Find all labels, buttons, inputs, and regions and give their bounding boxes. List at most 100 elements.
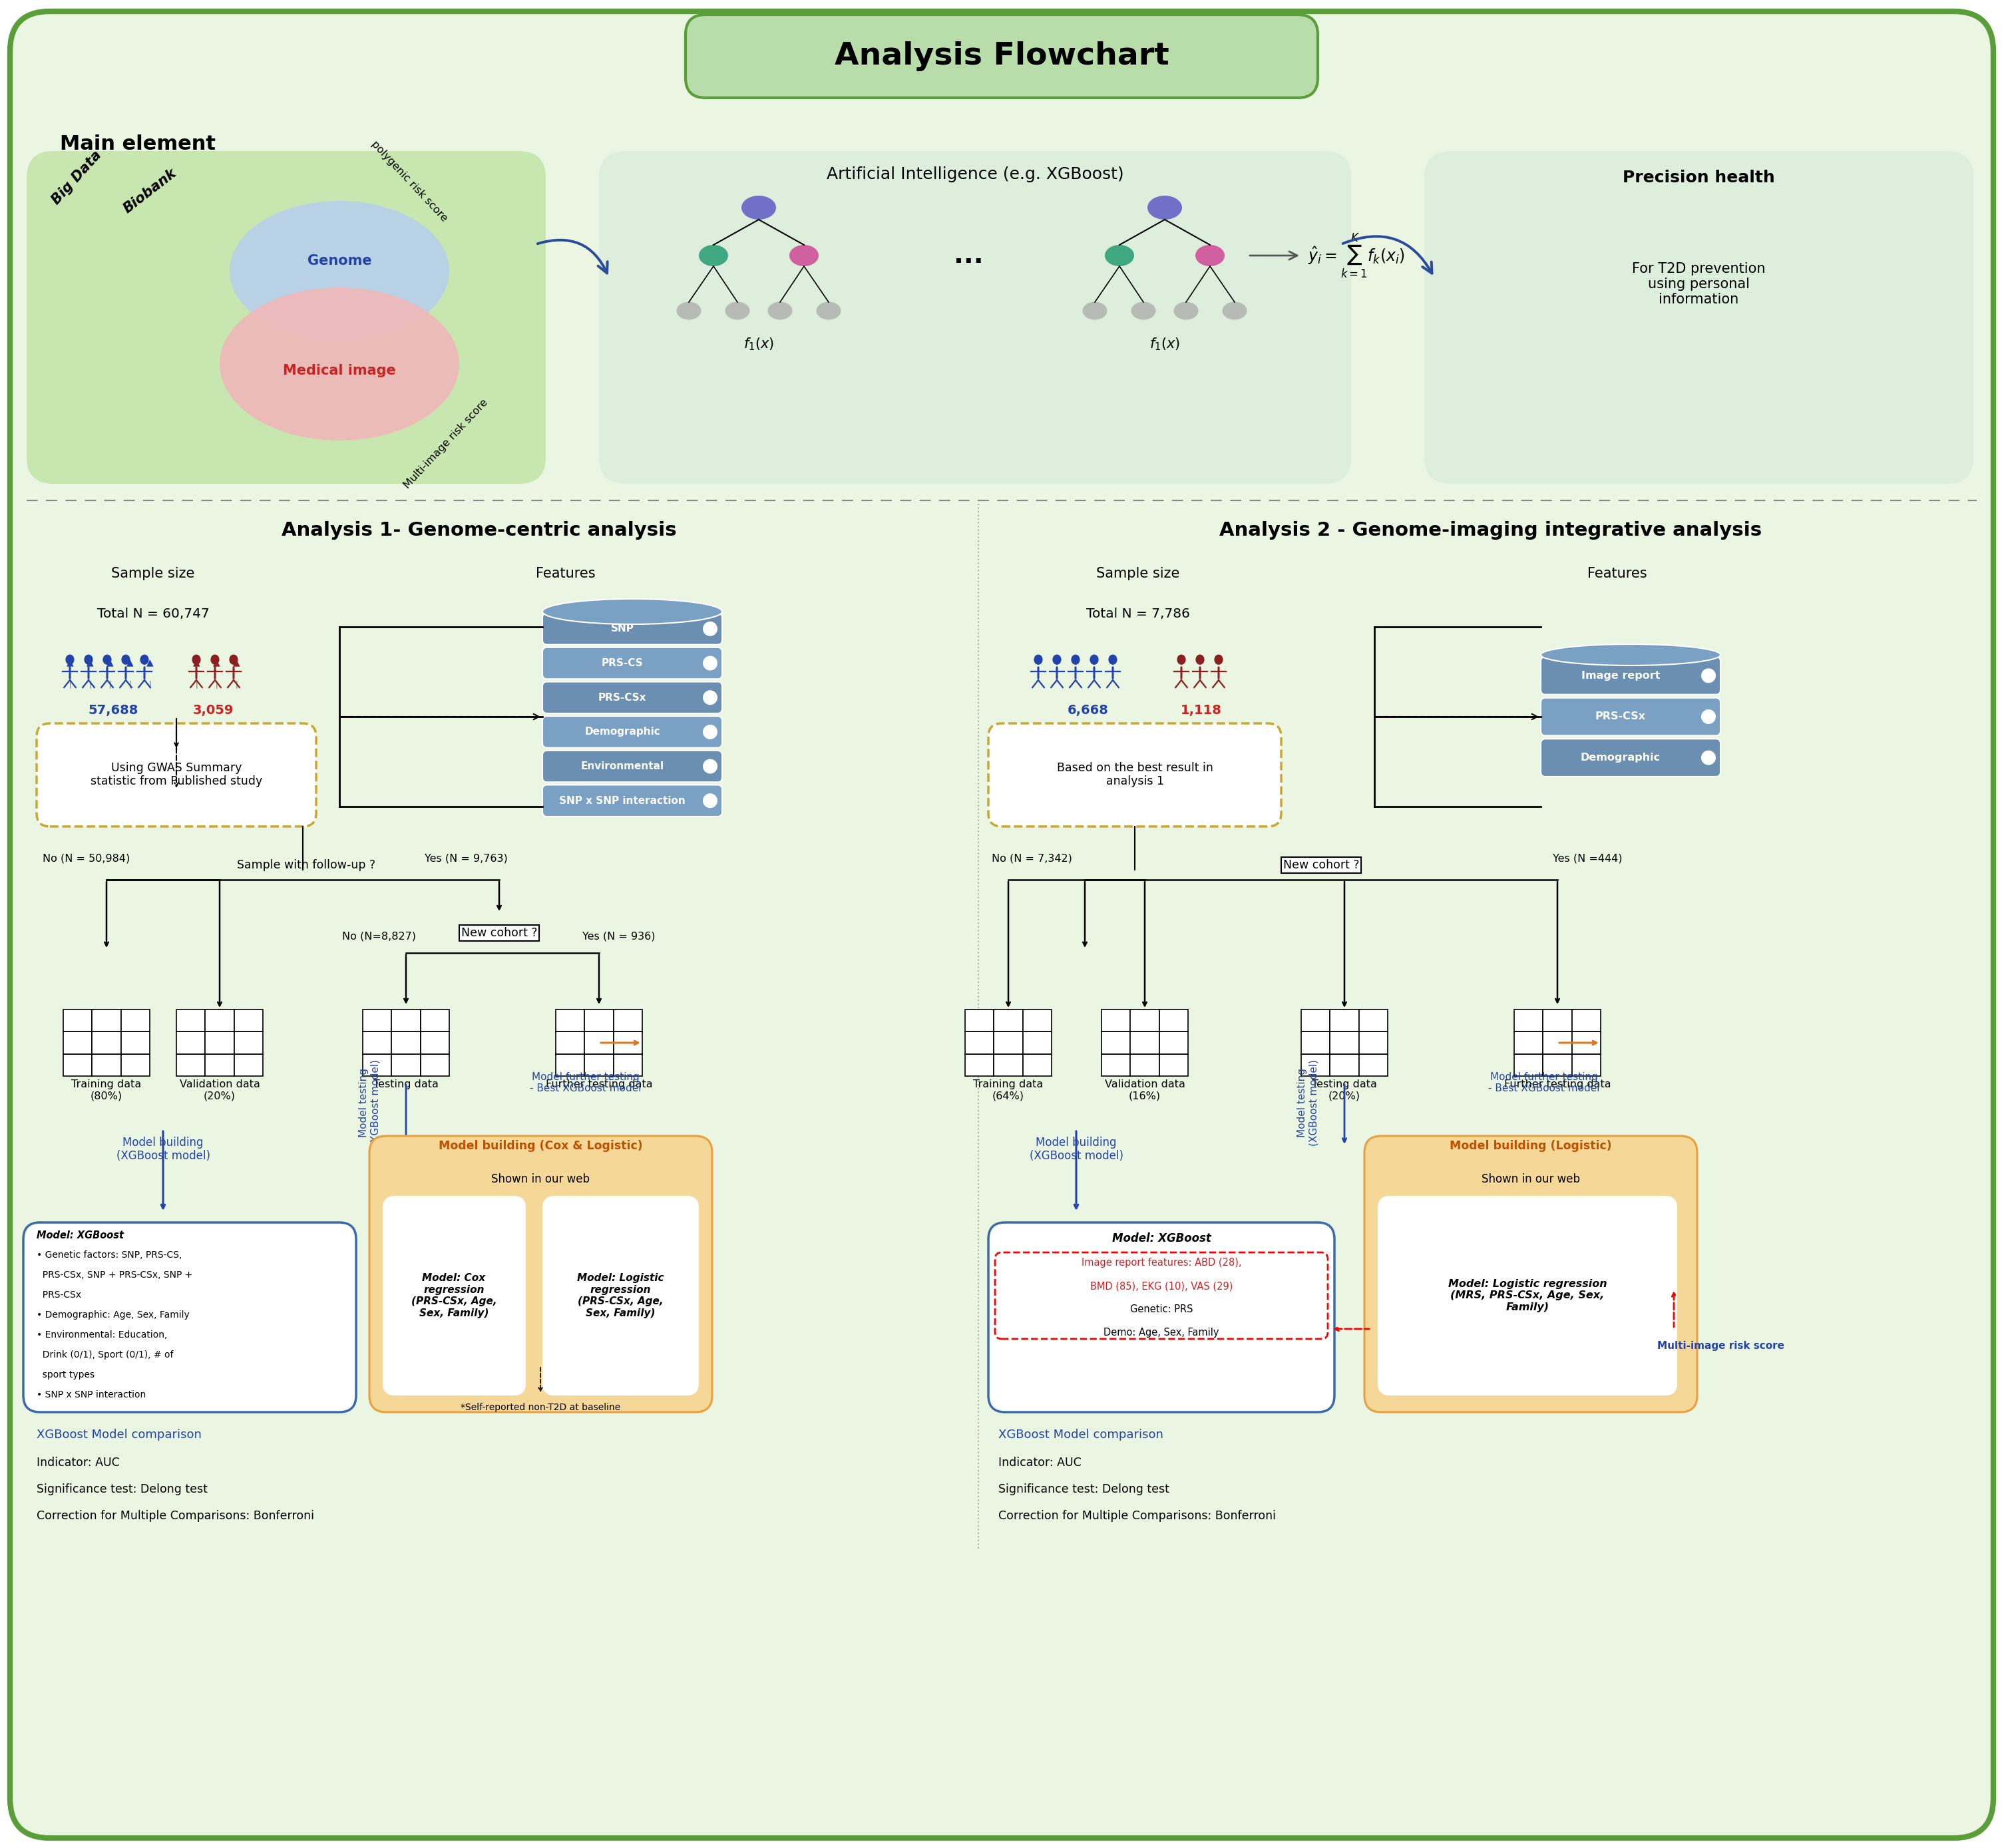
Text: Features: Features bbox=[1587, 567, 1647, 580]
Bar bbox=[1359, 1053, 1387, 1076]
Bar bbox=[64, 1053, 92, 1076]
Text: PRS-CS: PRS-CS bbox=[601, 658, 643, 669]
Text: │: │ bbox=[214, 680, 218, 687]
Text: Model: XGBoost: Model: XGBoost bbox=[36, 1231, 124, 1240]
Text: Further testing data: Further testing data bbox=[1503, 1079, 1611, 1088]
Text: ▲: ▲ bbox=[146, 658, 152, 667]
Text: ▲: ▲ bbox=[106, 658, 114, 667]
Ellipse shape bbox=[140, 654, 148, 665]
Text: Biobank: Biobank bbox=[120, 166, 178, 216]
FancyArrowPatch shape bbox=[1377, 713, 1537, 719]
Ellipse shape bbox=[1072, 654, 1080, 665]
Text: Drink (0/1), Sport (0/1), # of: Drink (0/1), Sport (0/1), # of bbox=[36, 1351, 174, 1360]
Bar bbox=[234, 1009, 263, 1031]
Text: ▲: ▲ bbox=[192, 658, 200, 667]
Text: Demo: Age, Sex, Family: Demo: Age, Sex, Family bbox=[1104, 1327, 1218, 1338]
Text: ▲: ▲ bbox=[86, 658, 94, 667]
Text: Total N = 7,786: Total N = 7,786 bbox=[1086, 608, 1190, 619]
Text: Training data
(64%): Training data (64%) bbox=[974, 1079, 1044, 1101]
FancyBboxPatch shape bbox=[543, 647, 721, 678]
Bar bbox=[1301, 1053, 1331, 1076]
Text: Sample size: Sample size bbox=[1096, 567, 1180, 580]
Bar bbox=[92, 1053, 120, 1076]
Text: 1,118: 1,118 bbox=[1180, 704, 1222, 717]
Text: Correction for Multiple Comparisons: Bonferroni: Correction for Multiple Comparisons: Bon… bbox=[36, 1510, 315, 1523]
Bar bbox=[1543, 1009, 1571, 1031]
Bar bbox=[1301, 1009, 1331, 1031]
FancyBboxPatch shape bbox=[543, 785, 721, 817]
Text: BMD (85), EKG (10), VAS (29): BMD (85), EKG (10), VAS (29) bbox=[1090, 1281, 1232, 1292]
Bar bbox=[1359, 1009, 1387, 1031]
Text: For T2D prevention
using personal
information: For T2D prevention using personal inform… bbox=[1631, 262, 1766, 307]
Ellipse shape bbox=[1214, 654, 1222, 665]
Text: Analysis 2 - Genome-imaging integrative analysis: Analysis 2 - Genome-imaging integrative … bbox=[1220, 521, 1762, 540]
Ellipse shape bbox=[220, 288, 459, 440]
Text: Sample with follow-up ?: Sample with follow-up ? bbox=[236, 859, 375, 870]
Text: Model building
(XGBoost model): Model building (XGBoost model) bbox=[116, 1137, 210, 1162]
Ellipse shape bbox=[790, 246, 820, 266]
Bar bbox=[1158, 1031, 1188, 1053]
FancyArrowPatch shape bbox=[1343, 237, 1433, 274]
Bar bbox=[391, 1031, 421, 1053]
Text: Significance test: Delong test: Significance test: Delong test bbox=[36, 1484, 208, 1495]
Text: No (N = 7,342): No (N = 7,342) bbox=[992, 854, 1072, 863]
Bar bbox=[234, 1053, 263, 1076]
Bar bbox=[64, 1031, 92, 1053]
Bar bbox=[994, 1009, 1022, 1031]
Ellipse shape bbox=[1130, 301, 1156, 320]
Ellipse shape bbox=[1082, 301, 1106, 320]
FancyArrowPatch shape bbox=[341, 713, 539, 719]
Text: New cohort ?: New cohort ? bbox=[461, 928, 537, 939]
Bar bbox=[1301, 1031, 1331, 1053]
Text: │: │ bbox=[88, 680, 92, 687]
Circle shape bbox=[1701, 750, 1715, 765]
FancyBboxPatch shape bbox=[1541, 656, 1721, 695]
Ellipse shape bbox=[84, 654, 92, 665]
Text: │: │ bbox=[128, 680, 132, 687]
Bar bbox=[613, 1031, 641, 1053]
Text: SNP x SNP interaction: SNP x SNP interaction bbox=[559, 796, 685, 806]
Text: 3,059: 3,059 bbox=[192, 704, 232, 717]
Ellipse shape bbox=[66, 654, 74, 665]
Circle shape bbox=[703, 724, 717, 739]
Text: Shown in our web: Shown in our web bbox=[491, 1173, 589, 1185]
Text: Multi-image risk score: Multi-image risk score bbox=[1657, 1340, 1784, 1351]
Text: $\hat{y}_i = \sum_{k=1}^{K} f_k(x_i)$: $\hat{y}_i = \sum_{k=1}^{K} f_k(x_i)$ bbox=[1309, 231, 1405, 279]
Ellipse shape bbox=[1034, 654, 1042, 665]
Bar bbox=[176, 1009, 204, 1031]
Text: PRS-CSx: PRS-CSx bbox=[1595, 711, 1645, 723]
Bar bbox=[966, 1031, 994, 1053]
Text: │: │ bbox=[108, 680, 112, 687]
Text: Total N = 60,747: Total N = 60,747 bbox=[96, 608, 208, 619]
Bar bbox=[120, 1031, 150, 1053]
Bar bbox=[1515, 1053, 1543, 1076]
Text: $f_1(x)$: $f_1(x)$ bbox=[743, 336, 774, 351]
Ellipse shape bbox=[1090, 654, 1098, 665]
Ellipse shape bbox=[699, 246, 727, 266]
Text: Medical image: Medical image bbox=[283, 364, 397, 377]
Bar bbox=[1130, 1053, 1158, 1076]
Ellipse shape bbox=[816, 301, 842, 320]
Circle shape bbox=[1701, 669, 1715, 684]
Ellipse shape bbox=[210, 654, 218, 665]
Bar bbox=[1359, 1031, 1387, 1053]
Bar bbox=[1130, 1031, 1158, 1053]
FancyBboxPatch shape bbox=[383, 1196, 525, 1395]
Ellipse shape bbox=[230, 201, 449, 340]
Text: │: │ bbox=[234, 680, 238, 687]
Text: Model building
(XGBoost model): Model building (XGBoost model) bbox=[1030, 1137, 1122, 1162]
FancyBboxPatch shape bbox=[543, 682, 721, 713]
Ellipse shape bbox=[725, 301, 749, 320]
FancyBboxPatch shape bbox=[685, 15, 1319, 98]
Text: PRS-CSx: PRS-CSx bbox=[597, 693, 647, 702]
Bar bbox=[1571, 1009, 1601, 1031]
FancyBboxPatch shape bbox=[1541, 739, 1721, 776]
Circle shape bbox=[703, 793, 717, 808]
FancyBboxPatch shape bbox=[599, 152, 1351, 484]
Circle shape bbox=[703, 691, 717, 704]
Text: Model further testing
- Best XGBoost model: Model further testing - Best XGBoost mod… bbox=[1489, 1072, 1599, 1094]
Ellipse shape bbox=[741, 196, 776, 220]
Text: Main element: Main element bbox=[60, 135, 216, 153]
Bar bbox=[1102, 1053, 1130, 1076]
Text: 6,668: 6,668 bbox=[1068, 704, 1108, 717]
